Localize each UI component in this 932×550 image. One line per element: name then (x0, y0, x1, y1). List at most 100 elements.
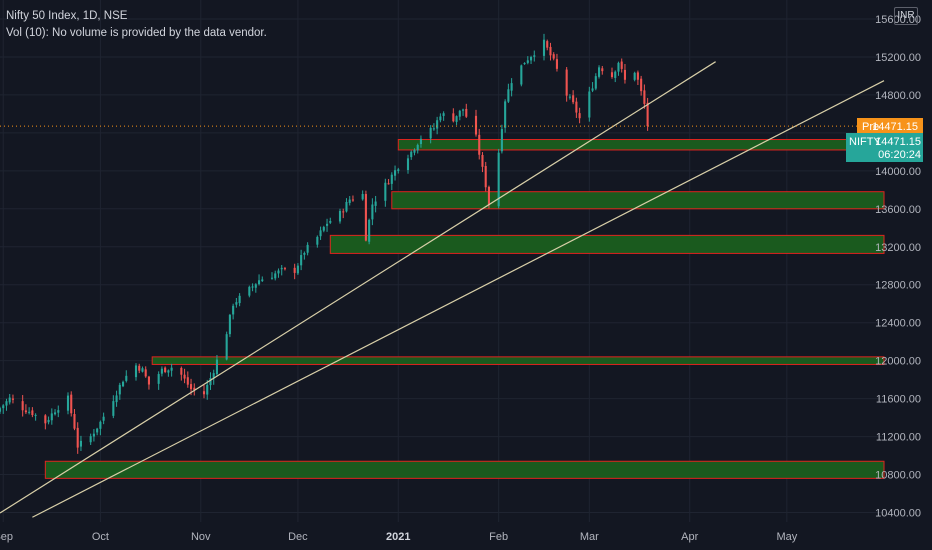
candle-4 (11, 394, 15, 404)
candle-106 (478, 128, 481, 160)
currency-badge[interactable]: INR (894, 7, 918, 25)
candle-63 (280, 264, 283, 276)
y-tick-label-0: 10400.00 (875, 508, 921, 520)
x-tick-label-8: May (776, 531, 797, 543)
candle-144 (646, 97, 649, 131)
y-tick-label-2: 11200.00 (876, 432, 921, 444)
x-tick-label-1: Oct (92, 531, 109, 543)
candle-0 (0, 406, 2, 414)
candle-22 (96, 427, 99, 436)
candle-12 (50, 408, 53, 425)
candle-91 (410, 150, 413, 160)
candle-54 (238, 293, 241, 307)
y-tick-label-1: 10800.00 (875, 470, 921, 482)
candle-20 (89, 433, 92, 446)
candle-118 (529, 55, 533, 64)
x-tick-label-0: Sep (0, 531, 13, 543)
candle-104 (465, 103, 468, 118)
candle-16 (70, 391, 73, 417)
candle-44 (193, 383, 196, 396)
candle-67 (300, 249, 303, 271)
candle-70 (316, 235, 319, 248)
candle-29 (125, 370, 128, 383)
support-zone-2[interactable] (329, 234, 885, 254)
candle-74 (329, 217, 332, 225)
candle-89 (397, 167, 400, 174)
candle-35 (157, 371, 160, 390)
candle-28 (121, 380, 125, 388)
candle-113 (507, 83, 510, 103)
y-tick-label-9: 14000.00 (875, 166, 921, 178)
x-tick-label-5: Feb (489, 531, 508, 543)
candle-47 (209, 372, 212, 390)
candle-124 (555, 53, 559, 72)
y-tick-label-11: 14800.00 (875, 90, 921, 102)
y-tick-label-4: 12000.00 (875, 356, 921, 368)
candle-53 (235, 297, 238, 308)
pre-badge-label: Pre (862, 121, 879, 133)
candle-46 (206, 379, 209, 400)
candle-132 (594, 73, 597, 91)
candle-65 (293, 263, 296, 280)
candle-137 (617, 61, 620, 76)
candle-33 (144, 366, 147, 378)
candle-66 (296, 263, 299, 276)
candle-92 (413, 148, 416, 156)
candle-129 (578, 107, 581, 124)
candle-94 (419, 135, 423, 148)
x-tick-label-3: Dec (288, 531, 308, 543)
y-tick-label-8: 13600.00 (875, 204, 921, 216)
symbol-title[interactable]: Nifty 50 Index, 1D, NSE (6, 10, 128, 22)
candle-121 (546, 39, 549, 51)
candle-82 (368, 218, 371, 245)
candle-78 (348, 196, 351, 206)
candle-6 (24, 404, 27, 415)
candle-139 (623, 63, 627, 84)
support-zone-1[interactable] (151, 356, 885, 365)
candle-101 (455, 115, 458, 126)
candle-130 (588, 86, 591, 122)
candle-87 (390, 172, 393, 191)
trendlines (0, 61, 885, 518)
grid (0, 0, 884, 522)
candle-69 (306, 242, 309, 256)
candle-21 (92, 429, 95, 442)
candle-2 (5, 398, 8, 411)
candles (0, 33, 649, 454)
candle-81 (364, 190, 367, 242)
support-zone-0[interactable] (44, 460, 885, 479)
candle-120 (542, 33, 546, 61)
support-zone-4[interactable] (397, 139, 872, 151)
candle-131 (591, 82, 594, 93)
candle-93 (416, 143, 419, 154)
candle-39 (170, 363, 173, 377)
candle-97 (436, 116, 439, 135)
candle-52 (232, 303, 235, 320)
candle-143 (643, 84, 646, 109)
candle-60 (270, 272, 274, 280)
candle-136 (614, 70, 617, 83)
trendline-0[interactable] (0, 61, 716, 514)
trendline-1[interactable] (32, 80, 885, 518)
candle-45 (202, 384, 206, 399)
support-zone-3[interactable] (391, 191, 885, 210)
candle-61 (274, 270, 277, 281)
candle-133 (597, 65, 601, 79)
candle-75 (338, 208, 342, 224)
candle-9 (34, 413, 37, 421)
candle-56 (251, 283, 254, 292)
candle-32 (141, 366, 144, 373)
candle-84 (374, 195, 377, 213)
candle-51 (228, 313, 231, 338)
candle-127 (572, 90, 575, 105)
candle-142 (640, 75, 643, 96)
candle-86 (387, 179, 390, 185)
candle-8 (31, 407, 34, 418)
candle-1 (2, 404, 5, 414)
candle-34 (147, 375, 151, 390)
candle-123 (552, 52, 555, 61)
support-zones (44, 139, 885, 479)
candle-42 (186, 371, 189, 388)
candle-114 (510, 78, 513, 97)
